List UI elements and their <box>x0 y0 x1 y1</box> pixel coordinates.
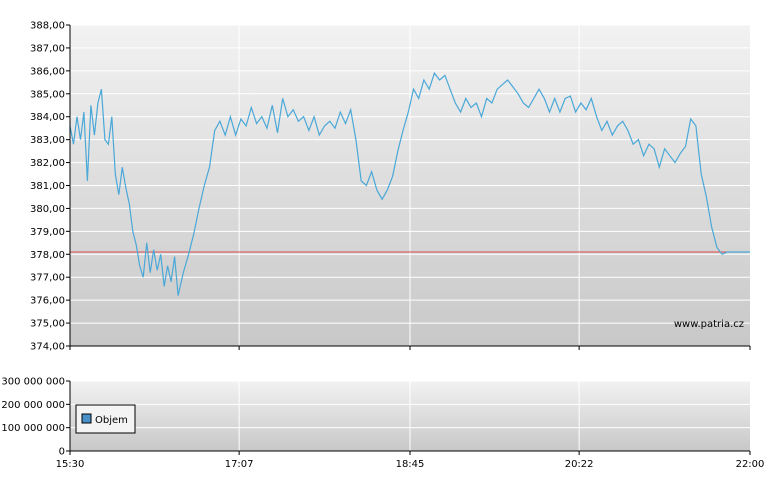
price-y-tick-label: 375,00 <box>30 319 65 330</box>
volume-y-tick-label: 100 000 000 <box>1 423 65 434</box>
x-tick-label: 18:45 <box>396 459 425 470</box>
price-y-tick-label: 380,00 <box>30 204 65 215</box>
x-tick-label: 22:00 <box>736 459 765 470</box>
legend: Objem <box>75 404 136 434</box>
price-y-tick-label: 377,00 <box>30 273 65 284</box>
volume-y-tick-label: 0 <box>59 447 65 458</box>
volume-y-tick-label: 200 000 000 <box>1 400 65 411</box>
price-series-line <box>69 71 750 296</box>
legend-label: Objem <box>95 415 128 426</box>
price-y-tick-label: 374,00 <box>30 342 65 353</box>
price-y-tick-label: 379,00 <box>30 227 65 238</box>
price-y-ticks: 374,00 375,00 376,00 377,00 378,00 379,00 380,… <box>30 21 70 353</box>
price-y-tick-label: 387,00 <box>30 43 65 54</box>
price-y-tick-label: 386,00 <box>30 66 65 77</box>
price-y-tick-label: 378,00 <box>30 250 65 261</box>
price-y-tick-label: 385,00 <box>30 89 65 100</box>
price-y-tick-label: 383,00 <box>30 135 65 146</box>
price-y-tick-label: 384,00 <box>30 112 65 123</box>
price-y-tick-label: 382,00 <box>30 158 65 169</box>
price-y-tick-label: 381,00 <box>30 181 65 192</box>
volume-y-ticks: 0 100 000 000 200 000 000 300 000 000 <box>1 377 70 458</box>
volume-grid <box>70 380 750 451</box>
price-y-tick-label: 388,00 <box>30 21 65 32</box>
x-tick-label: 15:30 <box>56 459 85 470</box>
x-tick-labels: 15:30 17:07 18:45 20:22 22:00 <box>56 451 765 470</box>
legend-swatch <box>81 413 92 424</box>
x-tick-label: 17:07 <box>225 459 254 470</box>
volume-y-tick-label: 300 000 000 <box>1 377 65 388</box>
price-grid <box>70 24 750 346</box>
price-y-tick-label: 376,00 <box>30 296 65 307</box>
watermark-text: www.patria.cz <box>674 319 744 330</box>
x-tick-label: 20:22 <box>565 459 594 470</box>
price-x-tick-marks <box>69 346 751 350</box>
